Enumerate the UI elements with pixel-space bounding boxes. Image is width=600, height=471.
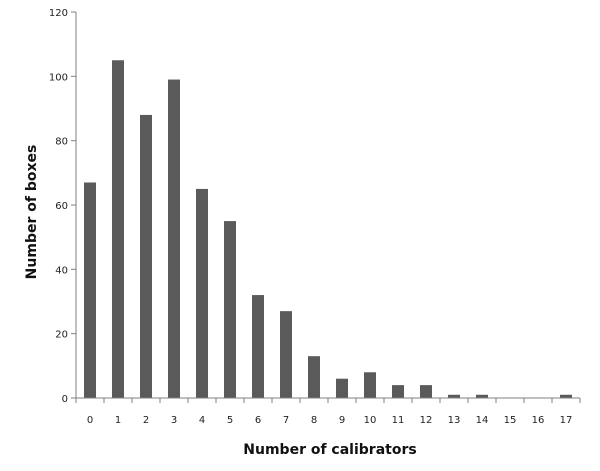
x-axis-title: Number of calibrators [243, 442, 416, 458]
bar-11 [392, 385, 404, 398]
bar-5 [224, 221, 236, 398]
y-ticks-group: 0 20 40 60 80 100 120 [49, 8, 76, 405]
bar-9 [336, 378, 348, 398]
x-tick-label: 5 [227, 415, 233, 426]
x-tick-label: 6 [255, 415, 261, 426]
bar-8 [308, 356, 320, 398]
x-tick-label: 4 [199, 415, 205, 426]
x-tick-label: 1 [115, 415, 121, 426]
bars-group [84, 60, 572, 399]
y-tick-label: 20 [55, 330, 68, 341]
bar-2 [140, 114, 152, 398]
x-tick-label: 11 [392, 415, 405, 426]
x-ticks-group: 0 1 2 3 4 5 6 7 8 9 10 11 12 13 14 15 16 17 [75, 398, 581, 426]
bar-14 [476, 394, 488, 398]
bar-17 [560, 394, 572, 398]
y-tick-label: 80 [55, 137, 68, 148]
bar-7 [280, 311, 292, 398]
x-tick-label: 7 [283, 415, 289, 426]
y-tick-label: 0 [62, 394, 68, 405]
x-tick-label: 2 [143, 415, 149, 426]
x-tick-label: 12 [420, 415, 433, 426]
x-tick-label: 8 [311, 415, 317, 426]
bar-13 [448, 394, 460, 398]
y-tick-label: 120 [49, 8, 68, 19]
x-tick-label: 9 [339, 415, 345, 426]
x-tick-label: 3 [171, 415, 177, 426]
x-tick-label: 17 [560, 415, 573, 426]
x-tick-label: 14 [476, 415, 489, 426]
x-tick-label: 10 [364, 415, 377, 426]
y-axis-title: Number of boxes [24, 145, 40, 280]
bar-6 [252, 295, 264, 398]
y-tick-label: 60 [55, 201, 68, 212]
bar-3 [168, 79, 180, 399]
x-tick-label: 13 [448, 415, 461, 426]
y-tick-label: 100 [49, 72, 68, 83]
bar-1 [112, 60, 124, 398]
y-tick-label: 40 [55, 265, 68, 276]
x-tick-label: 0 [87, 415, 93, 426]
bar-0 [84, 182, 96, 398]
bar-4 [196, 188, 208, 398]
x-tick-label: 16 [532, 415, 545, 426]
x-tick-label: 15 [504, 415, 517, 426]
bar-10 [364, 372, 376, 398]
bar-12 [420, 385, 432, 398]
